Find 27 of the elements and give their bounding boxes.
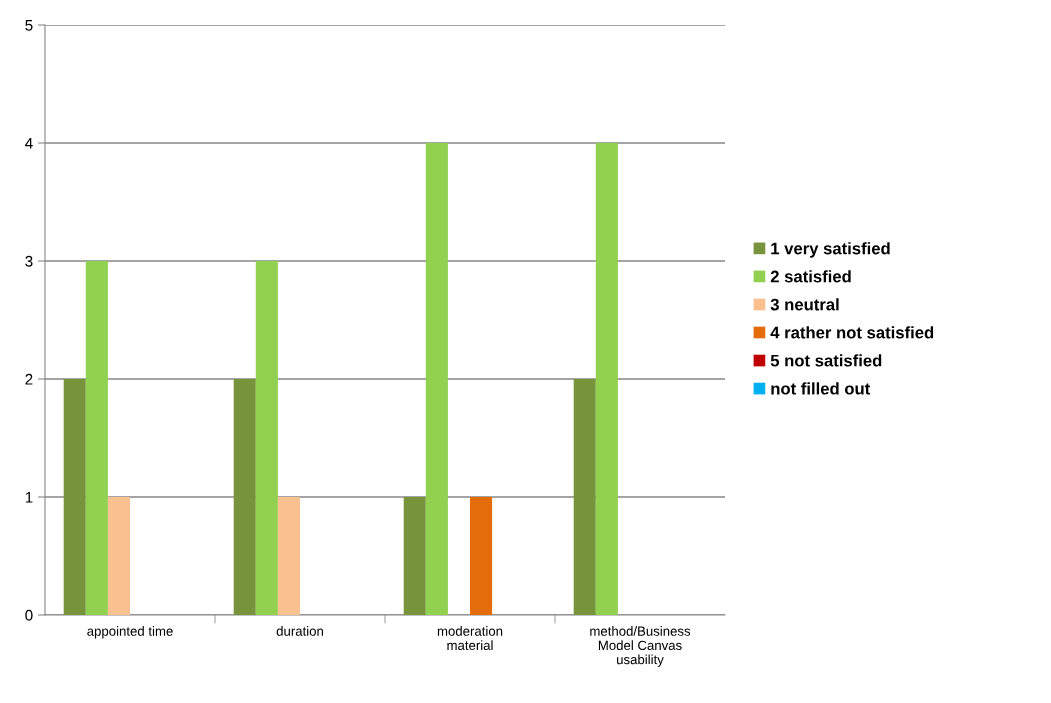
y-tick-label: 3 xyxy=(25,255,33,267)
x-tick-label: method/Business Model Canvas usability xyxy=(590,626,691,667)
bar xyxy=(403,497,426,615)
bar xyxy=(85,261,108,615)
legend-label: 1 very satisfied xyxy=(771,242,890,258)
legend-label: 2 satisfied xyxy=(770,270,851,283)
bar xyxy=(255,261,278,615)
bar xyxy=(595,143,618,615)
bar xyxy=(425,143,448,615)
bar xyxy=(470,497,493,615)
legend-label: not filled out xyxy=(771,382,871,395)
y-tick-label: 0 xyxy=(25,609,33,621)
y-tick-label: 1 xyxy=(25,492,33,503)
legend-label: 5 not satisfied xyxy=(770,354,882,367)
x-tick-label: moderation material xyxy=(437,626,503,651)
bar xyxy=(277,497,300,615)
bar xyxy=(107,497,130,615)
y-tick-label: 2 xyxy=(25,373,33,385)
legend-label: 4 rather not satisfied xyxy=(770,326,934,339)
bar xyxy=(63,379,86,615)
bar xyxy=(233,379,256,615)
legend-label: 3 neutral xyxy=(770,298,839,311)
x-tick-label: duration xyxy=(276,626,323,636)
y-tick-label: 5 xyxy=(25,20,33,31)
bar xyxy=(573,379,596,615)
x-tick-label: appointed time xyxy=(87,626,173,639)
y-tick-label: 4 xyxy=(25,138,33,149)
